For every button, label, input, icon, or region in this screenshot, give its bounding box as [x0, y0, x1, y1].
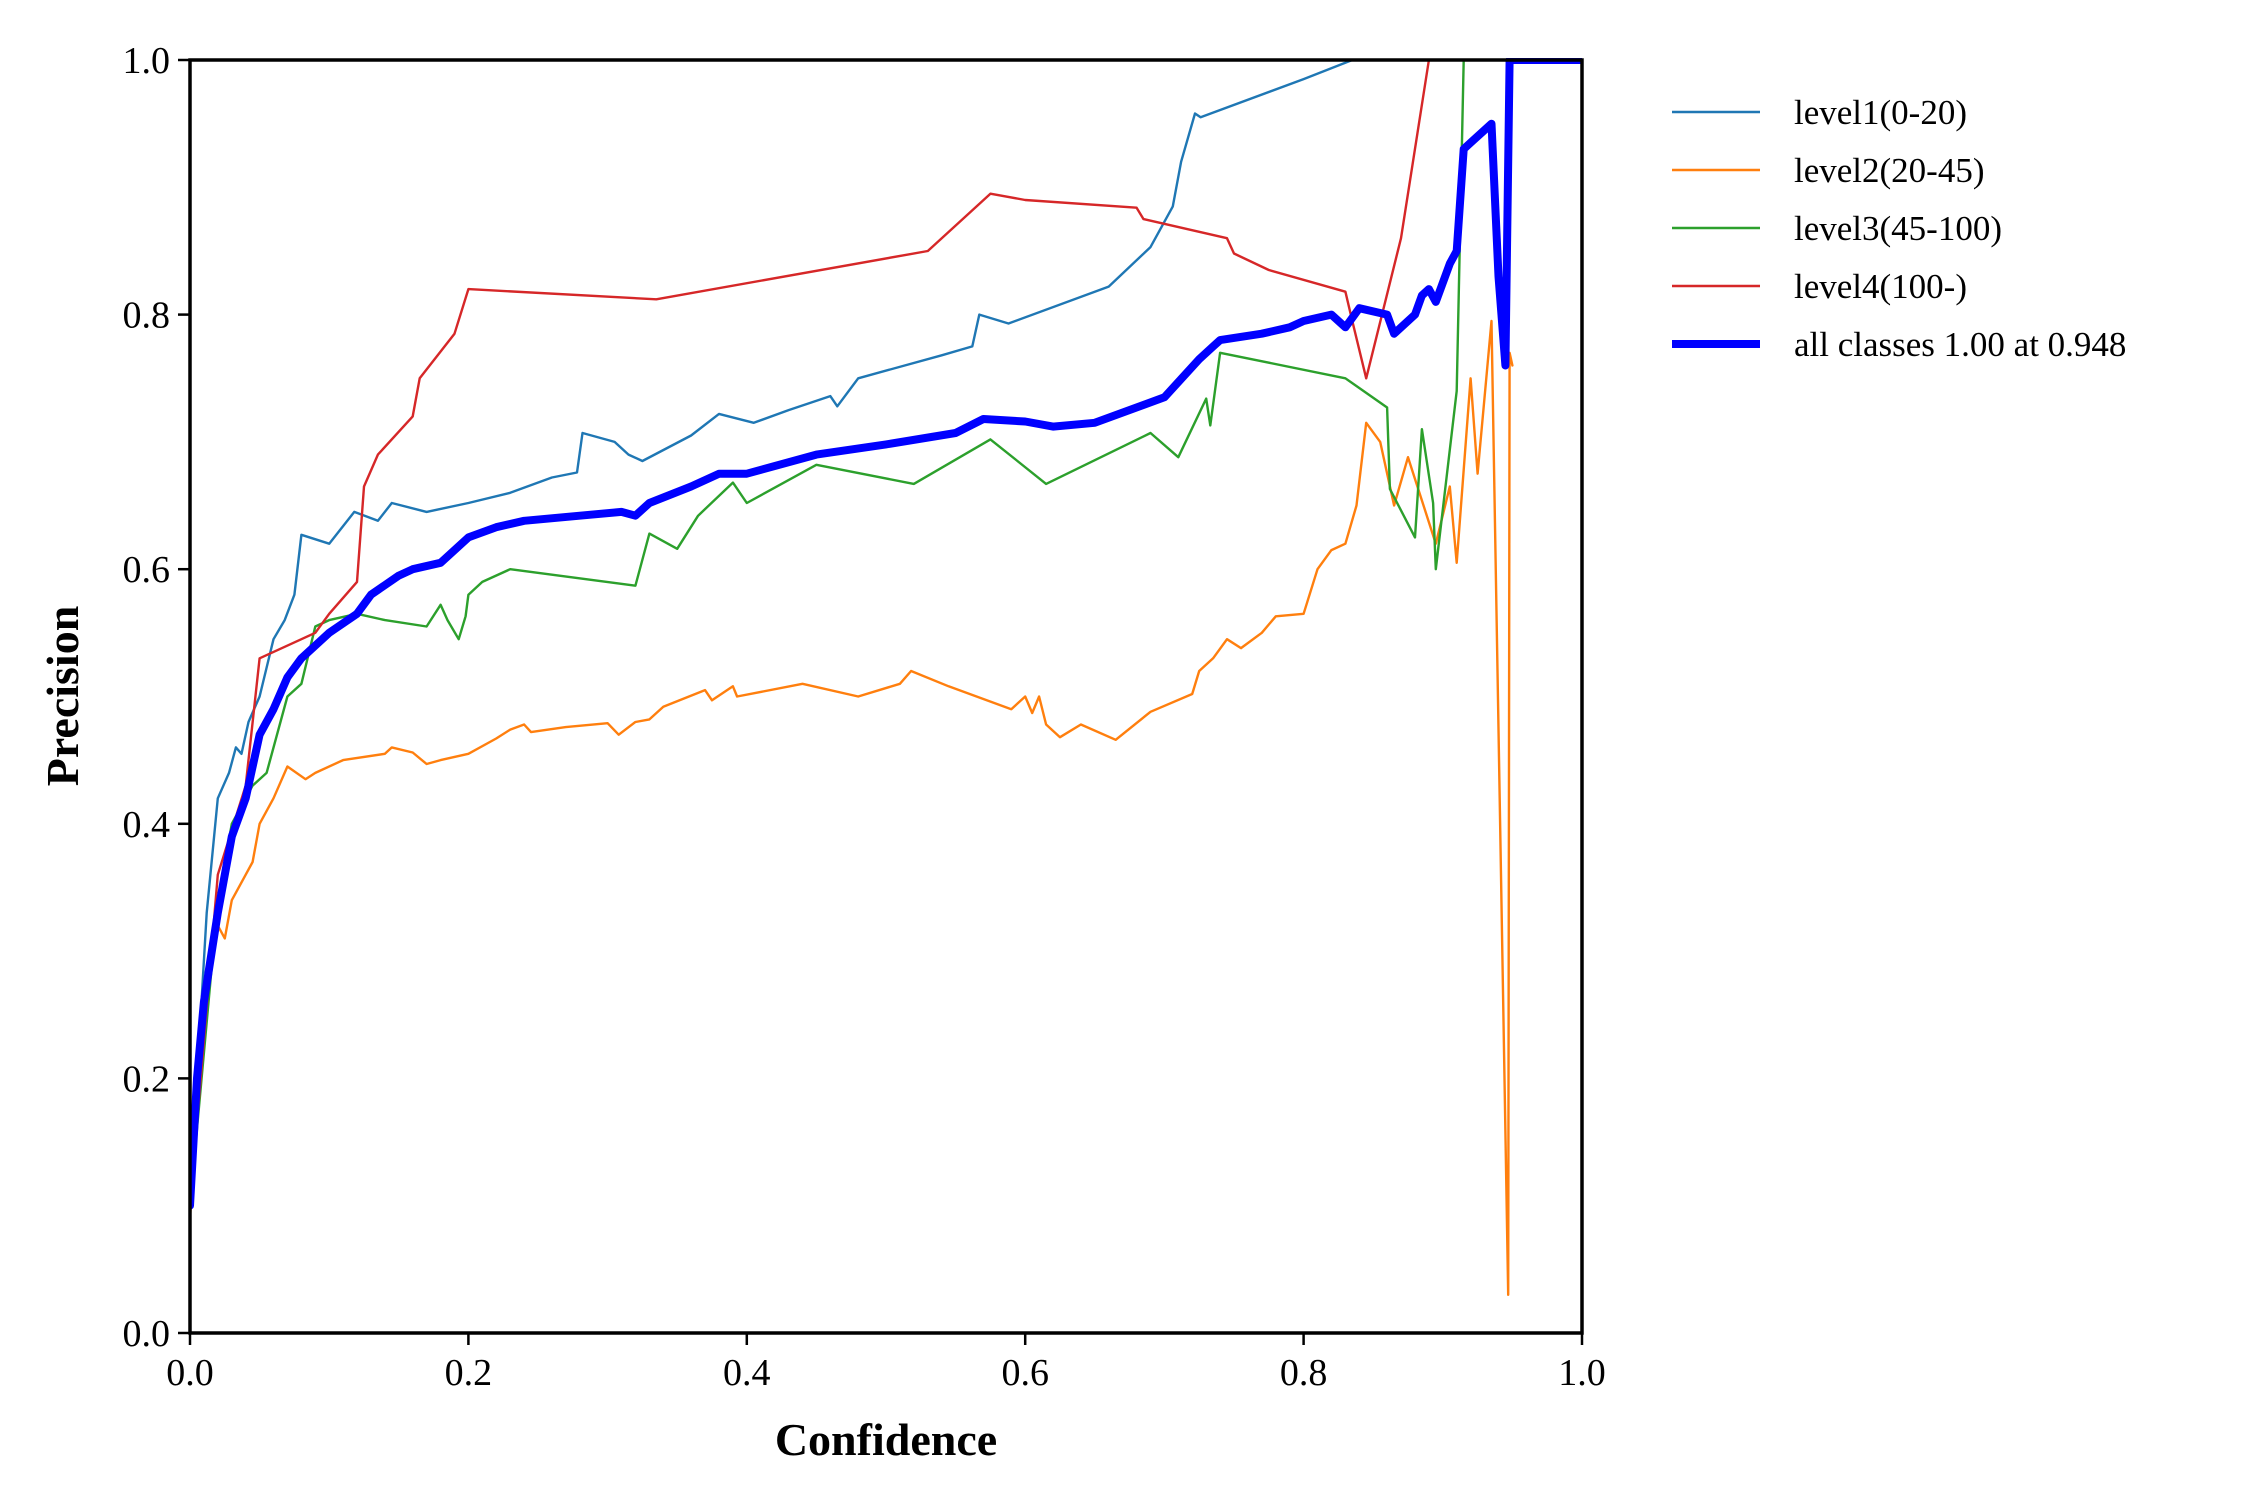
legend-label-3: level3(45-100): [1794, 209, 2002, 248]
legend-label-4: level4(100-): [1794, 267, 1967, 306]
y-tick-label: 0.8: [123, 295, 171, 337]
y-axis: 0.0 0.2 0.4 0.6 0.8 1.0: [123, 40, 190, 1355]
y-axis-title: Precision: [37, 606, 88, 787]
x-tick-label: 0.8: [1280, 1352, 1328, 1394]
series-layer: [190, 58, 1582, 1297]
series-line-5: [190, 58, 1582, 1210]
legend: level1(0-20) level2(20-45) level3(45-100) l…: [1672, 93, 2126, 364]
legend-label-5: all classes 1.00 at 0.948: [1794, 325, 2126, 364]
y-tick-label: 0.0: [123, 1313, 171, 1355]
x-tick-label: 0.2: [445, 1352, 493, 1394]
x-tick-label: 1.0: [1558, 1352, 1606, 1394]
y-tick-label: 0.2: [123, 1058, 171, 1100]
x-tick-label: 0.0: [166, 1352, 214, 1394]
x-axis: 0.0 0.2 0.4 0.6 0.8 1.0: [166, 1333, 1606, 1394]
x-tick-label: 0.4: [723, 1352, 771, 1394]
x-tick-label: 0.6: [1001, 1352, 1049, 1394]
legend-label-1: level1(0-20): [1794, 93, 1967, 132]
plot-frame: [188, 58, 1584, 1335]
series-line-2: [190, 319, 1514, 1297]
x-axis-title: Confidence: [775, 1414, 997, 1465]
legend-label-2: level2(20-45): [1794, 151, 1984, 190]
y-tick-label: 0.4: [123, 804, 171, 846]
series-line-4: [190, 58, 1431, 1207]
series-line-3: [190, 58, 1465, 1207]
y-tick-label: 1.0: [123, 40, 171, 82]
y-tick-label: 0.6: [123, 549, 171, 591]
